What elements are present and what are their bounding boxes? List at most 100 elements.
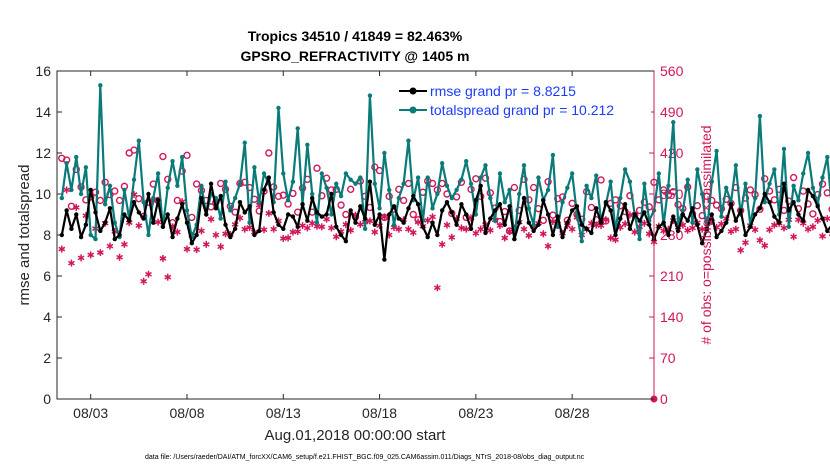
obs-assimilated-point bbox=[477, 225, 485, 233]
totalspread-point bbox=[752, 195, 758, 201]
obs-assimilated-point bbox=[809, 223, 817, 231]
rmse-point bbox=[733, 218, 739, 223]
rmse-point bbox=[324, 212, 329, 217]
rmse-point bbox=[136, 210, 142, 215]
rmse-point bbox=[531, 228, 536, 234]
rmse-point bbox=[757, 206, 763, 211]
obs-assimilated-point bbox=[96, 249, 104, 257]
obs-assimilated-point bbox=[395, 225, 403, 233]
rmse-point bbox=[59, 232, 65, 238]
totalspread-point bbox=[488, 195, 493, 201]
obs-possible-point bbox=[265, 149, 273, 157]
rmse-point bbox=[78, 234, 84, 240]
totalspread-point bbox=[637, 236, 642, 242]
rmse-point bbox=[656, 224, 662, 229]
obs-assimilated-point bbox=[790, 233, 798, 241]
obs-possible-point bbox=[828, 206, 830, 213]
rmse-point bbox=[329, 191, 334, 197]
series-layer bbox=[58, 83, 830, 403]
rmse-point bbox=[425, 234, 430, 240]
rmse-point bbox=[170, 234, 175, 240]
totalspread-point bbox=[257, 200, 262, 205]
legend-spread-label: totalspread grand pr = 10.212 bbox=[430, 102, 614, 118]
rmse-point bbox=[411, 193, 416, 199]
totalspread-point bbox=[425, 175, 430, 180]
rmse-point bbox=[141, 216, 146, 221]
x-tick-label: 08/13 bbox=[266, 405, 301, 421]
rmse-point bbox=[131, 200, 137, 205]
obs-assimilated-point bbox=[154, 218, 162, 226]
obs-possible-point bbox=[510, 183, 519, 192]
obs-assimilated-point bbox=[689, 224, 696, 232]
rmse-point bbox=[776, 220, 782, 225]
rmse-point bbox=[204, 212, 209, 217]
obs-assimilated-point bbox=[120, 240, 128, 248]
obs-possible-point bbox=[823, 189, 830, 197]
obs-assimilated-point bbox=[145, 270, 152, 278]
obs-assimilated-point bbox=[135, 222, 143, 230]
obs-assimilated-point bbox=[751, 226, 759, 234]
rmse-point bbox=[420, 224, 426, 229]
obs-assimilated-point bbox=[58, 245, 66, 253]
rmse-point bbox=[483, 230, 488, 236]
totalspread-point bbox=[372, 181, 377, 186]
rmse-point bbox=[175, 216, 180, 221]
legend-spread-marker bbox=[409, 106, 417, 114]
rmse-line bbox=[60, 176, 830, 261]
totalspread-point bbox=[473, 212, 479, 217]
obs-possible-point bbox=[72, 165, 80, 174]
totalspread-point bbox=[569, 171, 575, 176]
totalspread-point bbox=[179, 154, 185, 160]
obs-possible-point bbox=[216, 179, 225, 188]
totalspread-point bbox=[478, 175, 483, 180]
rmse-point bbox=[160, 224, 166, 229]
obs-assimilated-point bbox=[525, 232, 533, 240]
x-axis: 08/03 08/08 08/13 08/18 08/23 08/28 bbox=[73, 71, 590, 421]
rmse-point bbox=[541, 197, 546, 203]
totalspread-point bbox=[78, 191, 84, 197]
rmse-point bbox=[362, 216, 368, 221]
rmse-point bbox=[820, 216, 825, 221]
totalspread-point bbox=[680, 208, 686, 213]
rmse-point bbox=[252, 232, 257, 238]
rmse-point bbox=[724, 220, 729, 225]
totalspread-point bbox=[362, 226, 368, 232]
totalspread-point bbox=[622, 167, 628, 172]
rmse-point bbox=[738, 208, 743, 213]
obs-assimilated-point bbox=[265, 209, 273, 217]
obs-possible-point bbox=[708, 196, 716, 205]
rmse-point bbox=[603, 200, 609, 205]
y-right-tick-label: 490 bbox=[660, 104, 684, 120]
totalspread-point bbox=[74, 154, 79, 160]
totalspread-point bbox=[724, 185, 729, 191]
x-tick-label: 08/18 bbox=[362, 405, 397, 421]
rmse-point bbox=[767, 200, 772, 205]
rmse-point bbox=[334, 224, 339, 229]
rmse-point bbox=[743, 232, 748, 238]
rmse-point bbox=[213, 206, 219, 211]
obs-assimilated-point bbox=[506, 227, 513, 235]
obs-assimilated-point bbox=[607, 234, 615, 242]
rmse-point bbox=[661, 220, 666, 225]
rmse-point bbox=[473, 197, 479, 203]
obs-assimilated-point bbox=[183, 245, 191, 253]
totalspread-point bbox=[348, 177, 353, 182]
obs-possible-point bbox=[91, 188, 100, 196]
obs-possible-point bbox=[337, 201, 345, 209]
obs-assimilated-point bbox=[732, 225, 740, 233]
rmse-point bbox=[772, 214, 777, 219]
rmse-point bbox=[300, 202, 305, 207]
totalspread-point bbox=[93, 236, 98, 242]
totalspread-point bbox=[719, 214, 724, 219]
obs-possible-point bbox=[159, 152, 167, 161]
rmse-point bbox=[237, 200, 243, 205]
obs-assimilated-point bbox=[438, 240, 446, 248]
rmse-point bbox=[305, 218, 310, 223]
totalspread-point bbox=[309, 191, 315, 197]
rmse-point bbox=[367, 179, 373, 184]
totalspread-point bbox=[319, 171, 324, 176]
totalspread-point bbox=[805, 150, 811, 156]
rmse-point bbox=[396, 216, 402, 221]
totalspread-point bbox=[468, 181, 474, 186]
y-tick-label: 4 bbox=[43, 309, 51, 325]
